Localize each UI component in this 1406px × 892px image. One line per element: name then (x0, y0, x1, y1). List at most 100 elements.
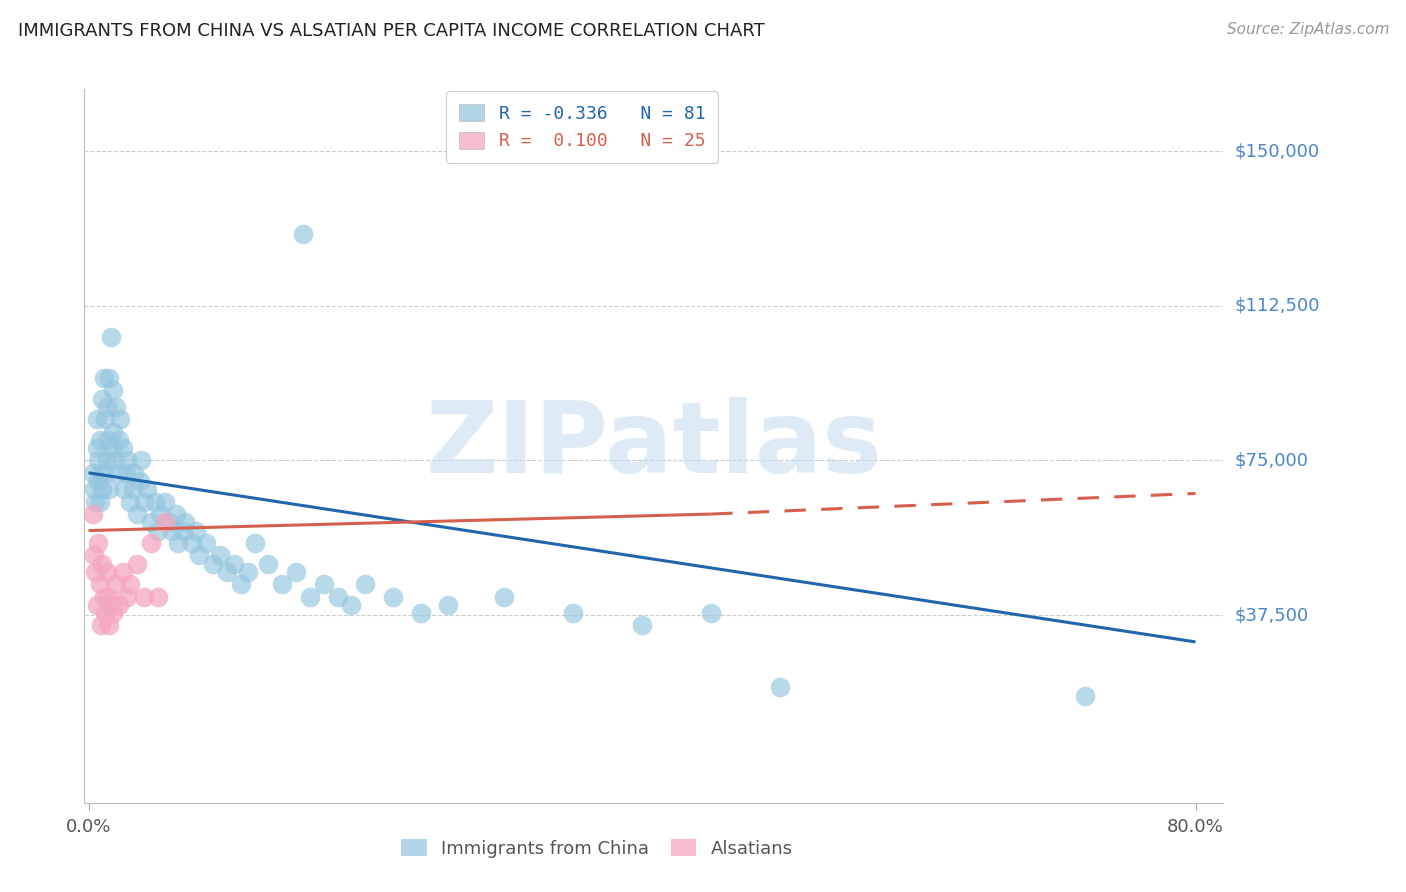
Point (96, 400, 118, 414)
Point (84, 565, 107, 579)
Point (118, 494, 141, 508)
Point (135, 483, 157, 497)
Point (94, 466, 117, 480)
Point (112, 441, 135, 455)
Point (165, 507, 187, 521)
Point (700, 606, 723, 620)
Point (104, 453, 127, 467)
Point (86, 598, 108, 612)
Point (146, 590, 169, 604)
Point (128, 474, 150, 488)
Point (91, 483, 114, 497)
Point (285, 565, 308, 579)
Point (96, 453, 118, 467)
Text: $150,000: $150,000 (1234, 142, 1319, 160)
Point (492, 590, 515, 604)
Point (188, 549, 211, 563)
Point (87, 453, 110, 467)
Point (100, 598, 122, 612)
Point (97, 433, 120, 447)
Point (90, 618, 112, 632)
Point (409, 606, 432, 620)
Point (105, 577, 128, 591)
Point (103, 425, 125, 439)
Point (117, 590, 139, 604)
Point (105, 400, 128, 414)
Point (103, 606, 125, 620)
Point (139, 536, 162, 550)
Point (93, 371, 115, 385)
Point (208, 549, 231, 563)
Point (132, 590, 155, 604)
Point (167, 536, 190, 550)
Point (98, 371, 121, 385)
Point (153, 516, 176, 530)
Point (174, 516, 197, 530)
Point (87, 536, 110, 550)
Text: Source: ZipAtlas.com: Source: ZipAtlas.com (1226, 22, 1389, 37)
Text: ZIPatlas: ZIPatlas (426, 398, 882, 494)
Point (354, 577, 377, 591)
Point (195, 536, 218, 550)
Point (222, 557, 245, 571)
Point (326, 590, 349, 604)
Point (86, 441, 108, 455)
Point (298, 590, 321, 604)
Point (101, 441, 124, 455)
Point (181, 536, 204, 550)
Point (89, 433, 111, 447)
Point (117, 453, 139, 467)
Point (94, 606, 117, 620)
Point (94, 412, 117, 426)
Point (86, 412, 108, 426)
Point (87, 474, 110, 488)
Point (1074, 689, 1097, 703)
Point (91, 557, 114, 571)
Point (160, 524, 183, 538)
Point (121, 483, 143, 497)
Point (143, 494, 166, 508)
Point (381, 590, 404, 604)
Point (112, 565, 135, 579)
Point (132, 494, 155, 508)
Point (561, 606, 583, 620)
Point (100, 329, 122, 343)
Text: $75,000: $75,000 (1234, 451, 1309, 469)
Text: IMMIGRANTS FROM CHINA VS ALSATIAN PER CAPITA INCOME CORRELATION CHART: IMMIGRANTS FROM CHINA VS ALSATIAN PER CA… (18, 22, 765, 40)
Point (84, 494, 107, 508)
Point (129, 453, 152, 467)
Point (340, 598, 363, 612)
Point (89, 494, 111, 508)
Point (89, 577, 111, 591)
Point (149, 507, 172, 521)
Point (257, 557, 280, 571)
Point (631, 618, 654, 632)
Point (122, 466, 145, 480)
Legend: Immigrants from China, Alsatians: Immigrants from China, Alsatians (394, 832, 800, 865)
Point (90, 466, 112, 480)
Point (98, 618, 121, 632)
Point (98, 483, 121, 497)
Point (172, 524, 194, 538)
Point (103, 384, 125, 398)
Point (96, 565, 118, 579)
Point (108, 598, 131, 612)
Point (236, 565, 259, 579)
Point (769, 681, 792, 695)
Point (91, 392, 114, 406)
Point (292, 227, 315, 241)
Point (157, 516, 180, 530)
Point (271, 577, 294, 591)
Point (312, 577, 335, 591)
Point (215, 565, 238, 579)
Point (118, 577, 141, 591)
Point (125, 557, 148, 571)
Text: $112,500: $112,500 (1234, 297, 1320, 315)
Point (83, 483, 105, 497)
Point (97, 590, 120, 604)
Point (125, 507, 148, 521)
Point (243, 536, 266, 550)
Point (107, 466, 129, 480)
Point (437, 598, 460, 612)
Point (153, 494, 176, 508)
